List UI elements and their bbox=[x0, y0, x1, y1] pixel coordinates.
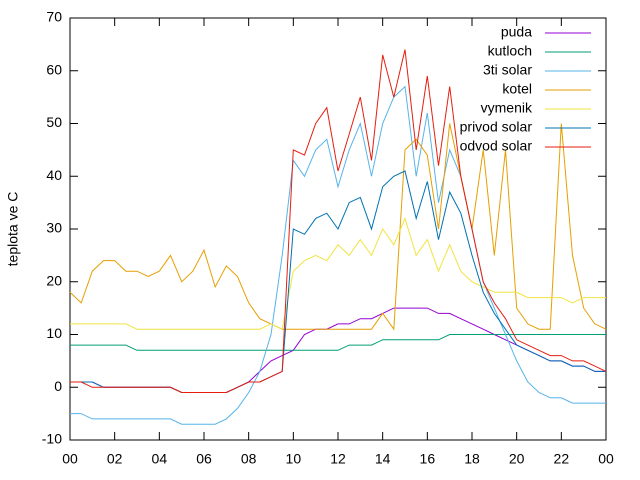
x-tick-label: 00 bbox=[62, 451, 78, 467]
y-tick-label: 70 bbox=[46, 9, 62, 25]
x-tick-label: 12 bbox=[330, 451, 346, 467]
x-tick-label: 20 bbox=[509, 451, 525, 467]
legend-label: odvod solar bbox=[460, 138, 533, 154]
x-tick-label: 18 bbox=[464, 451, 480, 467]
x-tick-label: 08 bbox=[241, 451, 257, 467]
x-tick-label: 04 bbox=[152, 451, 168, 467]
legend-label: kutloch bbox=[488, 43, 532, 59]
y-tick-label: 30 bbox=[46, 220, 62, 236]
legend-label: kotel bbox=[502, 81, 532, 97]
x-tick-label: 14 bbox=[375, 451, 391, 467]
y-tick-label: 50 bbox=[46, 114, 62, 130]
y-axis-label: teplota ve C bbox=[5, 192, 21, 267]
y-tick-label: 0 bbox=[54, 378, 62, 394]
x-tick-label: 16 bbox=[420, 451, 436, 467]
y-tick-label: 10 bbox=[46, 325, 62, 341]
series-line bbox=[70, 85, 606, 425]
series-line bbox=[70, 334, 606, 351]
legend-label: privod solar bbox=[460, 119, 533, 135]
x-tick-label: 02 bbox=[107, 451, 123, 467]
x-tick-label: 06 bbox=[196, 451, 212, 467]
series-line bbox=[70, 49, 607, 393]
y-tick-label: 60 bbox=[46, 61, 62, 77]
series-line bbox=[70, 170, 606, 393]
legend-label: puda bbox=[501, 24, 532, 40]
series-line bbox=[69, 123, 607, 331]
legend-label: 3ti solar bbox=[483, 62, 532, 78]
series-line bbox=[70, 216, 606, 330]
y-tick-label: -10 bbox=[42, 431, 62, 447]
legend-label: vymenik bbox=[481, 100, 533, 116]
x-tick-label: 10 bbox=[286, 451, 302, 467]
x-tick-label: 22 bbox=[554, 451, 570, 467]
y-tick-label: 20 bbox=[46, 272, 62, 288]
x-tick-label: 00 bbox=[598, 451, 614, 467]
y-tick-label: 40 bbox=[46, 167, 62, 183]
